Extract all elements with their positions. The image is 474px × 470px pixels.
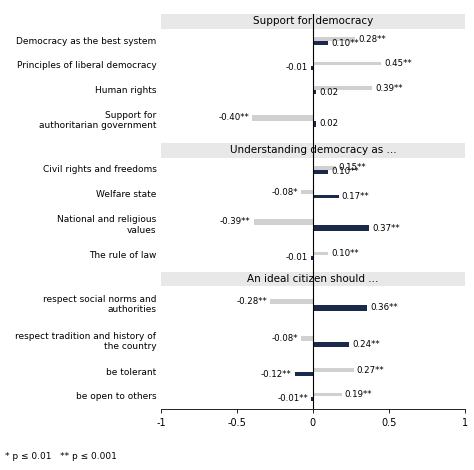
Text: -0.39**: -0.39**	[220, 218, 251, 227]
Bar	[313, 166, 336, 170]
Text: Democracy as the best system: Democracy as the best system	[16, 37, 156, 46]
Bar	[313, 170, 328, 174]
Text: -0.08*: -0.08*	[271, 334, 298, 343]
Text: 0.10**: 0.10**	[331, 167, 359, 176]
Bar	[313, 90, 316, 94]
Text: Understanding democracy as ...: Understanding democracy as ...	[229, 145, 396, 155]
Text: respect tradition and history of
the country: respect tradition and history of the cou…	[16, 332, 156, 351]
Bar	[313, 225, 369, 231]
Text: * p ≤ 0.01   ** p ≤ 0.001: * p ≤ 0.01 ** p ≤ 0.001	[5, 452, 117, 461]
Text: -0.40**: -0.40**	[219, 113, 249, 122]
Text: National and religious
values: National and religious values	[57, 215, 156, 235]
Bar	[301, 190, 313, 194]
Text: -0.08*: -0.08*	[271, 188, 298, 197]
Bar	[161, 272, 465, 286]
Bar	[270, 299, 313, 305]
Bar	[313, 41, 328, 45]
Bar	[313, 393, 342, 397]
Bar	[313, 37, 356, 41]
Text: 0.37**: 0.37**	[372, 224, 400, 233]
Bar	[295, 372, 313, 376]
Text: be open to others: be open to others	[76, 392, 156, 401]
Text: Support for
authoritarian government: Support for authoritarian government	[39, 111, 156, 131]
Bar	[313, 62, 381, 65]
Text: -0.01: -0.01	[286, 63, 308, 72]
Text: Principles of liberal democracy: Principles of liberal democracy	[17, 61, 156, 70]
Bar	[313, 195, 338, 198]
Text: 0.24**: 0.24**	[352, 340, 380, 349]
Bar	[313, 252, 328, 256]
Text: respect social norms and
authorities: respect social norms and authorities	[43, 295, 156, 314]
Text: 0.45**: 0.45**	[384, 59, 412, 68]
Bar	[313, 86, 372, 90]
Bar	[252, 115, 313, 120]
Bar	[161, 14, 465, 29]
Text: 0.02: 0.02	[319, 88, 338, 97]
Bar	[313, 368, 354, 372]
Bar	[313, 305, 367, 311]
Text: 0.39**: 0.39**	[375, 84, 402, 93]
Text: 0.27**: 0.27**	[357, 366, 384, 375]
Text: 0.02: 0.02	[319, 119, 338, 128]
Text: be tolerant: be tolerant	[106, 368, 156, 376]
Text: 0.10**: 0.10**	[331, 249, 359, 258]
Text: An ideal citizen should ...: An ideal citizen should ...	[247, 274, 379, 284]
Text: 0.10**: 0.10**	[331, 39, 359, 47]
Bar	[313, 121, 316, 127]
Text: 0.15**: 0.15**	[338, 163, 366, 172]
Text: -0.12**: -0.12**	[261, 370, 292, 379]
Bar	[311, 66, 313, 70]
Text: -0.28**: -0.28**	[237, 297, 267, 306]
Text: -0.01: -0.01	[286, 253, 308, 262]
Bar	[301, 336, 313, 341]
Text: -0.01**: -0.01**	[278, 394, 308, 403]
Bar	[311, 256, 313, 259]
Text: The rule of law: The rule of law	[89, 251, 156, 260]
Text: Support for democracy: Support for democracy	[253, 16, 373, 26]
Text: 0.19**: 0.19**	[345, 390, 372, 399]
Bar	[313, 342, 349, 347]
Bar	[311, 397, 313, 400]
Text: 0.28**: 0.28**	[358, 34, 386, 44]
Bar	[161, 143, 465, 157]
Text: Welfare state: Welfare state	[96, 190, 156, 199]
Text: 0.36**: 0.36**	[371, 303, 398, 312]
Bar	[254, 219, 313, 225]
Text: 0.17**: 0.17**	[342, 192, 369, 201]
Text: Civil rights and freedoms: Civil rights and freedoms	[43, 165, 156, 174]
Text: Human rights: Human rights	[95, 86, 156, 94]
